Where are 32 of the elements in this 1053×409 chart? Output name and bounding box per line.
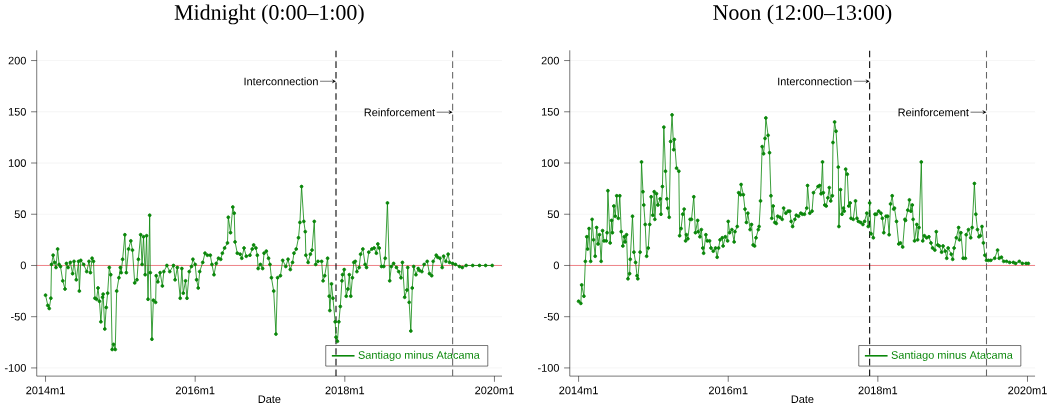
y-tick-label: -100 xyxy=(4,364,26,372)
y-tick-label: 100 xyxy=(541,159,559,167)
y-tick-label: 0 xyxy=(20,261,26,270)
y-tick-label: 100 xyxy=(8,159,26,167)
x-tick-label: 2018m1 xyxy=(858,386,898,395)
y-tick-label: 0 xyxy=(553,261,559,270)
y-tick-label: -50 xyxy=(11,312,26,321)
x-tick-label: 2014m1 xyxy=(26,386,65,395)
y-tick-label: 150 xyxy=(541,107,559,116)
y-tick-label: -50 xyxy=(544,312,559,321)
chart-title: Noon (12:00–13:00) xyxy=(713,4,892,25)
chart-title: Midnight (0:00–1:00) xyxy=(174,4,364,25)
ref-line-label: Reinforcement xyxy=(364,108,435,117)
x-tick-label: 2018m1 xyxy=(325,386,365,395)
series-label: Santiago minus Atacama xyxy=(358,350,480,362)
x-axis-title: Date xyxy=(258,395,281,404)
y-tick-label: 50 xyxy=(14,210,26,219)
x-tick-label: 2020m1 xyxy=(475,386,514,395)
x-tick-label: 2016m1 xyxy=(708,386,748,395)
x-tick-label: 2020m1 xyxy=(1008,386,1047,395)
ref-line-label: Reinforcement xyxy=(898,108,969,117)
y-tick-label: 50 xyxy=(547,210,559,219)
y-tick-label: 200 xyxy=(541,56,559,65)
text: Santiago minus Atacama xyxy=(891,350,1013,362)
ref-line-label: Interconnection xyxy=(778,77,852,86)
x-tick-label: 2014m1 xyxy=(559,386,598,395)
y-tick-label: -100 xyxy=(537,364,559,372)
y-tick-label: 200 xyxy=(8,56,26,65)
x-tick-label: 2016m1 xyxy=(175,386,215,395)
y-tick-label: 150 xyxy=(8,107,26,116)
x-axis-title: Date xyxy=(791,395,814,404)
ref-line-label: Interconnection xyxy=(244,77,318,86)
